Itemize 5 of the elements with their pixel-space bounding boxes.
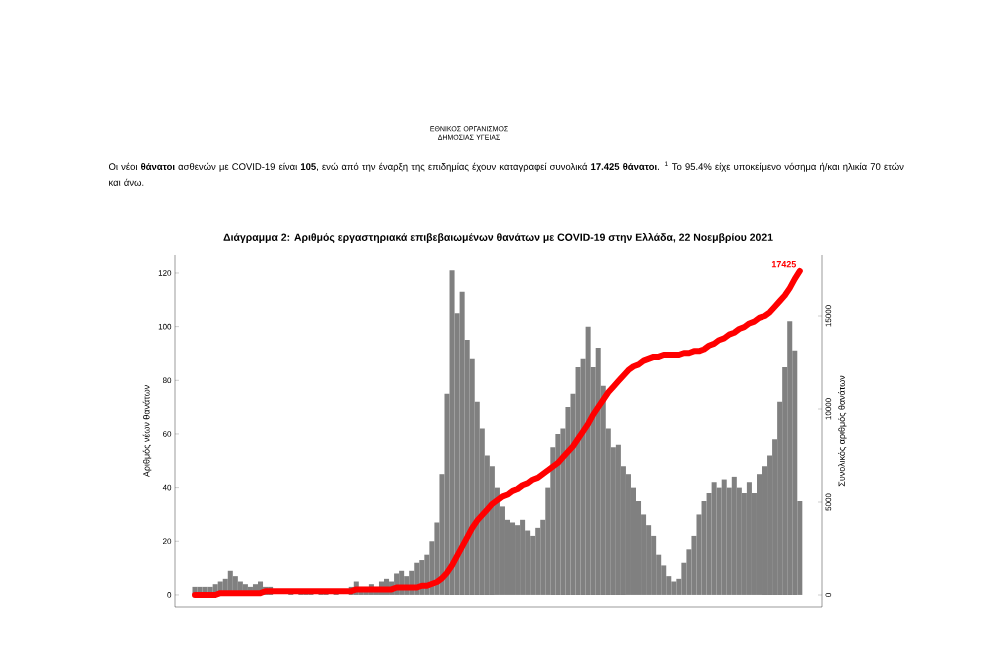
annotation: 17425 bbox=[771, 261, 797, 268]
y2-axis-title: Συνολικός αριθμός θανάτων bbox=[838, 375, 847, 487]
text: Οι νέοι θάνατοι ασθενών με COVID-19 είναι 105, ενώ από την έναρξη της επιδημίας έχουν καταγραφεί συνολικά 17.425 θάνατοι. $^{1}$ Το 95.4% είχε υποκείμενο νόσημα ή/και ηλικία 70 ετών και άνω. bbox=[108, 161, 904, 186]
y-axis-title: Αριθμός νέων θανάτων bbox=[142, 385, 152, 478]
chart-title: Διάγραμμα 2: Αριθμός εργαστηριακά επιβεβαιωμένων θανάτων με COVID-19 στην Ελλάδα, 22 Νοεμβρίου 2021 bbox=[223, 232, 773, 244]
